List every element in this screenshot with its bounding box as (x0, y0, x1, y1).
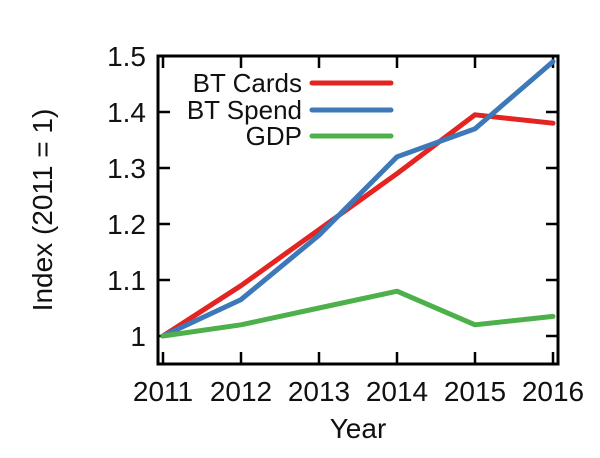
legend-label-bt-cards: BT Cards (193, 68, 302, 98)
y-tick-label: 1 (130, 321, 146, 352)
series-line-bt-spend (160, 59, 556, 339)
y-tick-label: 1.3 (107, 153, 146, 184)
x-tick-label: 2015 (444, 376, 506, 407)
y-tick-label: 1.4 (107, 97, 146, 128)
y-tick-label: 1.2 (107, 209, 146, 240)
x-tick-label: 2011 (133, 376, 193, 407)
plot-area-border (156, 54, 560, 366)
x-tick-label: 2013 (288, 376, 350, 407)
x-axis-label: Year (330, 413, 387, 444)
y-tick-label: 1.5 (107, 41, 146, 72)
x-tick-label: 2016 (522, 376, 584, 407)
series-line-gdp (160, 288, 556, 339)
legend-label-gdp: GDP (246, 121, 302, 151)
y-axis-label: Index (2011 = 1) (27, 109, 58, 312)
x-tick-label: 2014 (366, 376, 428, 407)
legend-label-bt-spend: BT Spend (187, 95, 302, 125)
y-tick-label: 1.1 (107, 265, 146, 296)
series-lines (160, 59, 556, 339)
x-tick-label: 2012 (210, 376, 272, 407)
y-tick-labels: 1 1.1 1.2 1.3 1.4 1.5 (107, 41, 146, 352)
x-tick-labels: 2011 2012 2013 2014 2015 2016 (133, 376, 584, 407)
series-line-bt-cards (160, 112, 556, 339)
